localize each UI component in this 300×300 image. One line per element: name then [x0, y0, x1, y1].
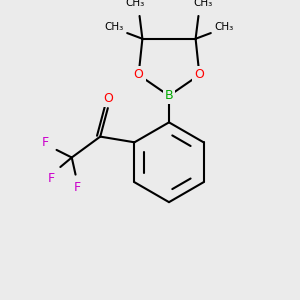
Text: CH₃: CH₃: [125, 0, 144, 8]
Text: F: F: [42, 136, 49, 149]
Text: CH₃: CH₃: [194, 0, 213, 8]
Text: O: O: [103, 92, 113, 105]
Text: O: O: [134, 68, 143, 81]
Text: F: F: [74, 182, 81, 194]
Text: O: O: [194, 68, 204, 81]
Text: F: F: [47, 172, 54, 185]
Text: CH₃: CH₃: [214, 22, 234, 32]
Text: B: B: [165, 89, 173, 102]
Text: CH₃: CH₃: [104, 22, 124, 32]
